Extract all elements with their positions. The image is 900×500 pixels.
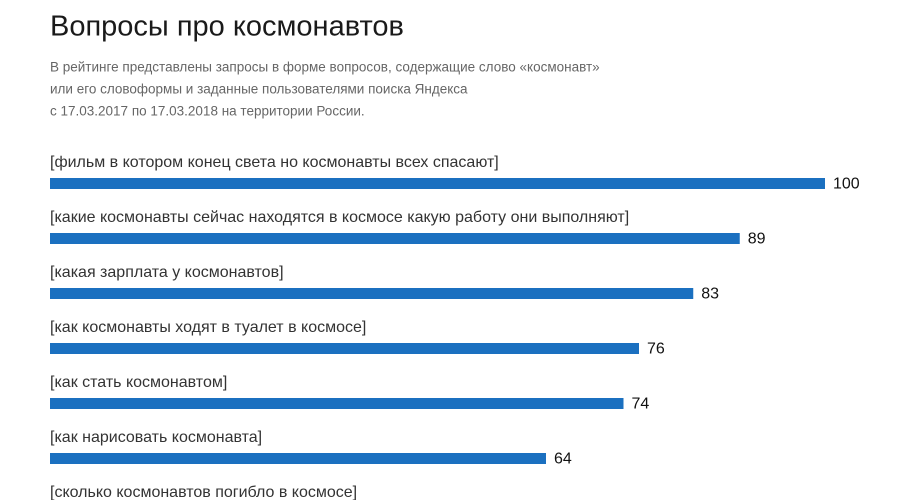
category-label: [как нарисовать космонавта] (50, 429, 262, 446)
value-label: 76 (647, 341, 665, 358)
bar (50, 178, 825, 189)
category-label: [какая зарплата у космонавтов] (50, 264, 284, 281)
value-label: 74 (632, 396, 650, 413)
subtitle: с 17.03.2017 по 17.03.2018 на территории… (50, 104, 365, 119)
subtitle: или его словоформы и заданные пользовате… (50, 82, 468, 97)
category-label: [сколько космонавтов погибло в космосе] (50, 484, 357, 500)
subtitle: В рейтинге представлены запросы в форме … (50, 60, 600, 75)
chart-title: Вопросы про космонавтов (50, 11, 404, 43)
category-label: [какие космонавты сейчас находятся в кос… (50, 209, 629, 226)
value-label: 64 (554, 451, 572, 468)
value-label: 89 (748, 231, 766, 248)
value-label: 100 (833, 176, 860, 193)
bar (50, 233, 740, 244)
category-label: [как космонавты ходят в туалет в космосе… (50, 319, 366, 336)
category-label: [фильм в котором конец света но космонав… (50, 154, 499, 171)
bar (50, 453, 546, 464)
bar (50, 288, 694, 299)
value-label: 83 (701, 286, 719, 303)
bar (50, 398, 624, 409)
bar (50, 343, 639, 354)
category-label: [как стать космонавтом] (50, 374, 227, 391)
